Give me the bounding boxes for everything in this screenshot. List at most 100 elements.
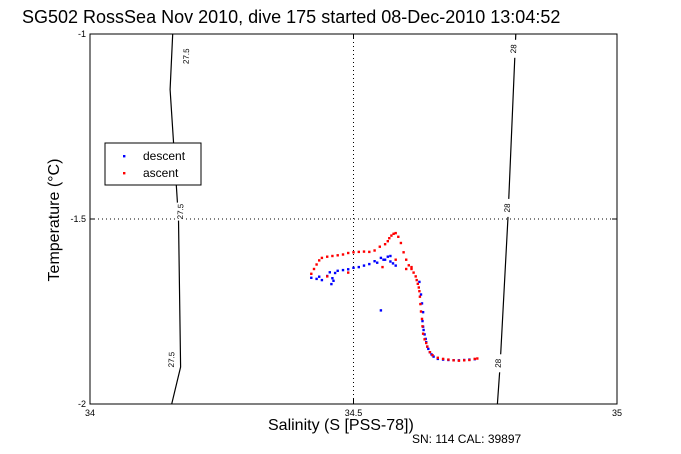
ascent-point (407, 264, 410, 267)
descent-point (347, 268, 350, 271)
ascent-point (373, 249, 376, 252)
ascent-point (426, 345, 429, 348)
descent-point (315, 277, 318, 281)
ascent-point (418, 295, 422, 298)
x-tick-label: 35 (612, 408, 622, 418)
legend-label-descent: descent (143, 149, 186, 163)
ascent-point (447, 358, 450, 361)
ascent-point (476, 357, 479, 360)
ascent-point (431, 354, 434, 357)
density-contour-line (496, 33, 517, 405)
descent-point (389, 254, 392, 258)
descent-point (352, 266, 355, 269)
ascent-point (415, 278, 418, 282)
ascent-point (468, 358, 471, 362)
data-points (310, 231, 479, 362)
x-axis-label: Salinity (S [PSS-78]) (268, 417, 414, 434)
ascent-point (331, 254, 334, 258)
y-tick-label: -1.5 (70, 214, 86, 224)
descent-point (320, 278, 324, 282)
contour-label: 28 (503, 203, 512, 213)
ascent-point (341, 253, 345, 256)
ascent-point (457, 359, 461, 362)
legend: descent ascent (104, 142, 202, 186)
descent-point (420, 302, 424, 305)
descent-point (379, 309, 383, 312)
descent-point (427, 347, 430, 351)
ascent-point (418, 290, 421, 293)
ascent-point (388, 237, 391, 240)
ascent-point (362, 250, 366, 253)
ascent-point (452, 359, 455, 362)
ascent-point (320, 256, 324, 260)
contour-label-background (182, 47, 191, 66)
descent-point (373, 260, 376, 263)
descent-point (328, 271, 331, 274)
ascent-point (463, 359, 466, 362)
ascent-point (417, 286, 420, 289)
ascent-point (357, 250, 360, 254)
ascent-point (378, 245, 381, 248)
ascent-point (336, 254, 339, 257)
descent-point (336, 269, 339, 272)
ascent-point (428, 351, 432, 354)
ascent-point (381, 265, 384, 269)
ascent-point (315, 263, 318, 266)
ascent-point (310, 272, 313, 275)
ascent-point (347, 251, 350, 255)
density-contours: 27.5 27.5 27.5 28 28 28 (167, 33, 518, 405)
ascent-point (405, 258, 408, 261)
contour-label: 27.5 (176, 203, 186, 219)
ascent-point (399, 241, 403, 245)
ascent-point (441, 357, 445, 361)
ascent-point (326, 255, 329, 258)
ascent-point (392, 232, 395, 235)
descent-point (318, 275, 321, 278)
descent-point (357, 265, 360, 269)
descent-point (422, 328, 425, 332)
ascent-point (402, 251, 405, 254)
ascent-point (412, 271, 415, 274)
ascent-point (410, 267, 413, 271)
ascent-point (421, 332, 425, 335)
ascent-point (419, 302, 422, 306)
descent-point (389, 260, 392, 263)
contour-label-background (509, 39, 518, 58)
descent-point (332, 279, 335, 282)
descent-point (386, 255, 389, 258)
x-tick-label: 34.5 (345, 408, 363, 418)
ascent-point (397, 235, 400, 238)
grid-lines (90, 34, 617, 404)
ascent-point (390, 234, 393, 237)
descent-point (333, 271, 337, 275)
ascent-point (425, 341, 428, 345)
contour-label: 28 (494, 358, 503, 368)
descent-point (331, 277, 334, 280)
ascent-point (414, 275, 417, 278)
descent-point (432, 355, 435, 358)
descent-point (341, 268, 345, 272)
y-axis-label: Temperature (°C) (46, 158, 63, 282)
ascent-point (386, 240, 389, 243)
y-tick-label: -2 (78, 399, 86, 409)
descent-point (391, 262, 395, 265)
contour-label-background (167, 350, 176, 369)
ascent-point (394, 231, 397, 235)
ascent-point (326, 275, 329, 278)
legend-box (104, 142, 202, 186)
descent-point (383, 258, 387, 261)
contour-label-background (494, 354, 503, 373)
ascent-point (405, 267, 408, 271)
descent-point (421, 311, 425, 314)
descent-point (362, 264, 366, 267)
y-tick-label: -1 (78, 29, 86, 39)
descent-point (382, 258, 385, 261)
ascent-point (419, 310, 423, 313)
descent-point (418, 280, 421, 284)
contour-label: 28 (509, 44, 518, 54)
ascent-point (383, 243, 387, 246)
descent-point (394, 264, 397, 267)
contour-label: 27.5 (182, 48, 192, 64)
ascent-point (318, 259, 321, 262)
